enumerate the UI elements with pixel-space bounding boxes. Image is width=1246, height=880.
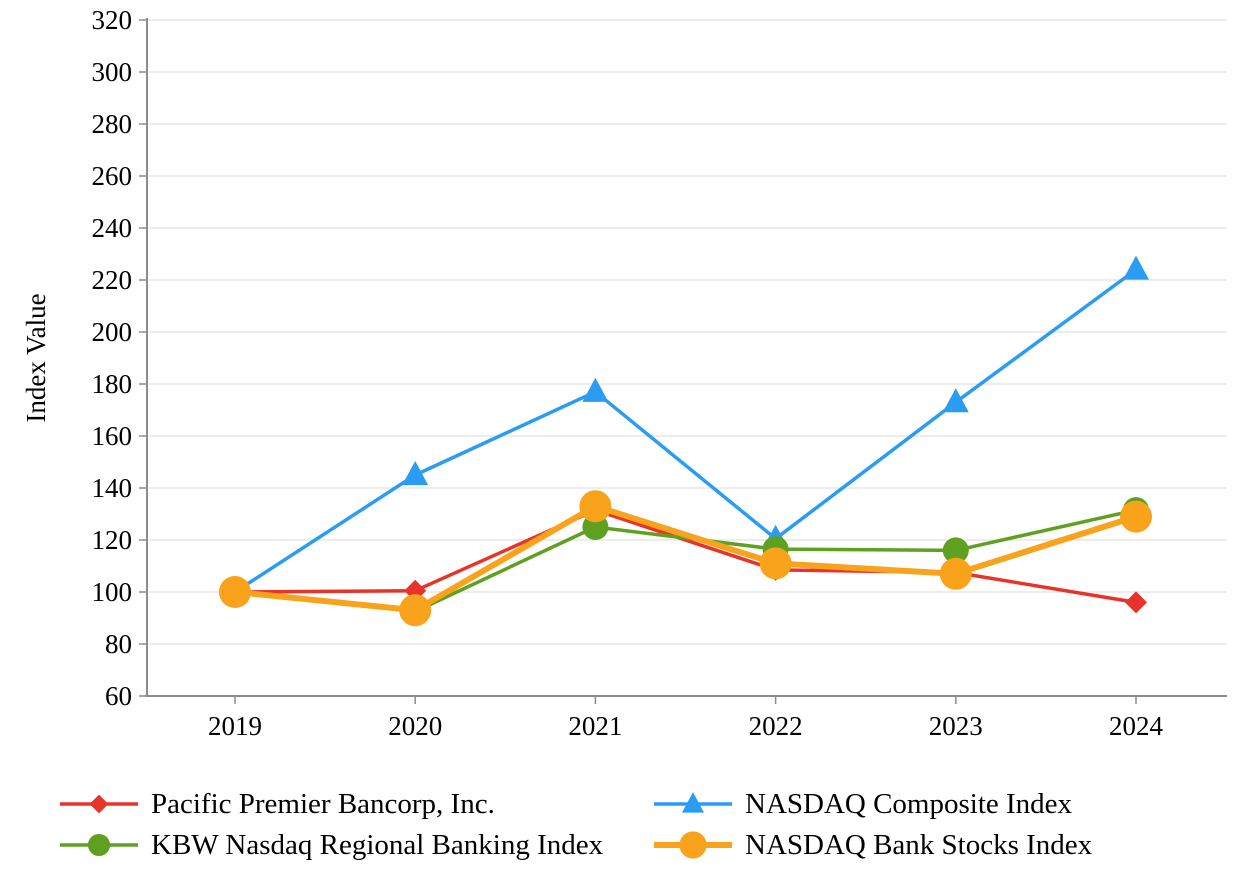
svg-text:100: 100 [92,577,133,607]
svg-text:300: 300 [92,57,133,87]
orange-circle-marker-icon [654,831,732,859]
svg-text:2020: 2020 [388,711,442,741]
svg-text:Index Value: Index Value [21,293,51,422]
svg-text:2024: 2024 [1109,711,1164,741]
svg-text:200: 200 [92,317,133,347]
svg-text:220: 220 [92,265,133,295]
svg-text:180: 180 [92,369,133,399]
svg-text:80: 80 [105,629,132,659]
svg-text:2023: 2023 [929,711,983,741]
svg-text:160: 160 [92,421,133,451]
svg-text:140: 140 [92,473,133,503]
legend-label-pacific-premier: Pacific Premier Bancorp, Inc. [151,788,495,820]
green-circle-marker-icon [60,833,138,857]
legend-item-nasdaq-bank-stocks: NASDAQ Bank Stocks Index [652,827,1092,863]
svg-text:280: 280 [92,109,133,139]
svg-text:260: 260 [92,161,133,191]
svg-text:2019: 2019 [208,711,262,741]
red-diamond-marker-icon [60,794,138,814]
svg-text:320: 320 [92,5,133,35]
line-chart-plot-area: 60 80 100 120 140 160 180 200 220 240 260 280 300 320… [21,5,1227,741]
legend-label-nasdaq-bank-stocks: NASDAQ Bank Stocks Index [745,829,1093,861]
svg-text:2021: 2021 [568,711,622,741]
legend-item-nasdaq-composite: NASDAQ Composite Index [652,786,1072,822]
svg-text:2022: 2022 [749,711,803,741]
legend-item-pacific-premier: Pacific Premier Bancorp, Inc. [58,786,495,822]
legend-label-kbw-regional-banking: KBW Nasdaq Regional Banking Index [151,829,604,861]
legend-item-kbw-regional-banking: KBW Nasdaq Regional Banking Index [58,827,603,863]
svg-text:60: 60 [105,681,132,711]
svg-text:240: 240 [92,213,133,243]
svg-text:120: 120 [92,525,133,555]
blue-triangle-marker-icon [654,792,732,813]
legend-label-nasdaq-composite: NASDAQ Composite Index [745,788,1073,820]
